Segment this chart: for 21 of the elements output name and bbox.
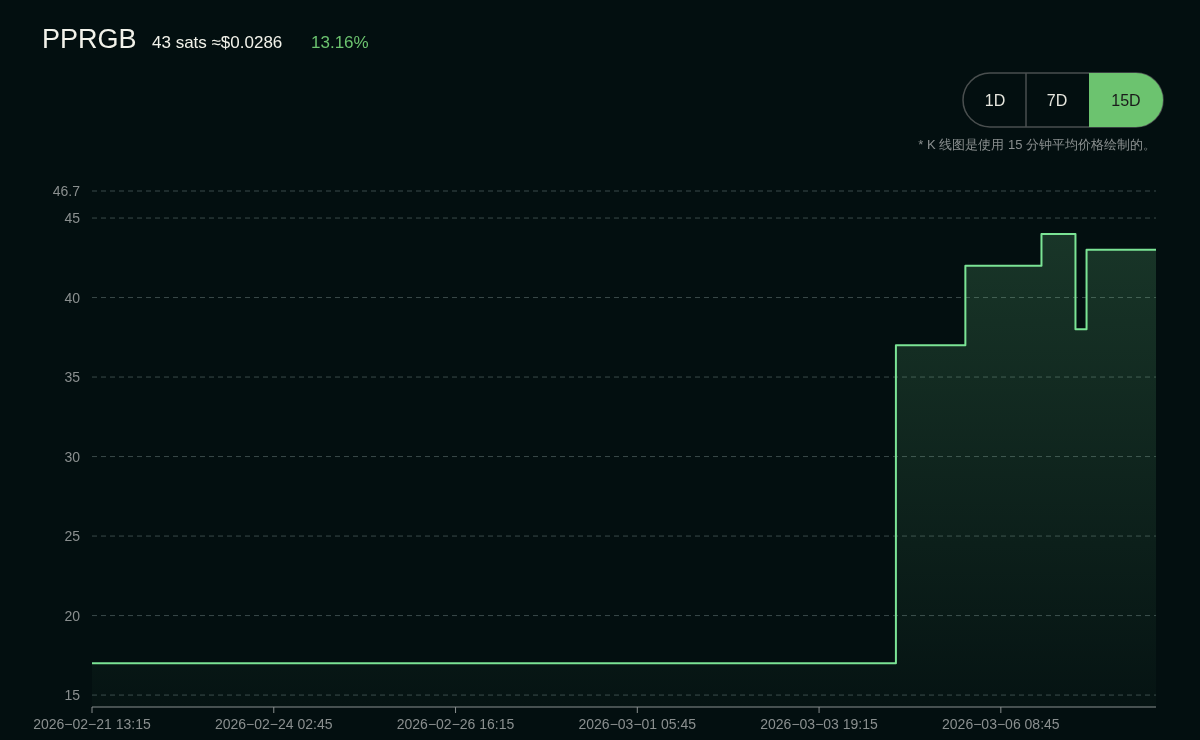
text: * K 线图是使用 15 分钟平均价格绘制的。 (918, 137, 1156, 152)
y-tick-label: 46.7 (52, 183, 81, 199)
chart-subtitle: 43 sats ≈$0.0286 (152, 33, 283, 52)
y-tick-label: 25 (64, 528, 81, 545)
x-tick-label: 2026−02−24 02:45 (214, 716, 333, 732)
y-tick-label: 40 (64, 289, 81, 306)
y-tick-label: 30 (64, 448, 81, 465)
chart-title: PPRGB (42, 24, 137, 54)
y-tick-label: 20 (64, 607, 81, 624)
text: 13.16% (311, 33, 369, 52)
y-tick-label: 15 (64, 687, 81, 704)
x-tick-label: 2026−03−01 05:45 (578, 716, 697, 732)
text: 7D (1046, 92, 1068, 109)
y-tick-label: 45 (64, 210, 81, 227)
x-tick-label: 2026−03−06 08:45 (942, 716, 1060, 732)
x-tick-label: 2026−02−21 13:15 (33, 716, 151, 732)
x-tick-label: 2026−03−03 19:15 (760, 716, 879, 732)
y-tick-label: 35 (64, 369, 81, 386)
x-tick-label: 2026−02−26 16:15 (396, 716, 515, 732)
text: 15D (1111, 92, 1141, 109)
text: 1D (984, 92, 1006, 109)
